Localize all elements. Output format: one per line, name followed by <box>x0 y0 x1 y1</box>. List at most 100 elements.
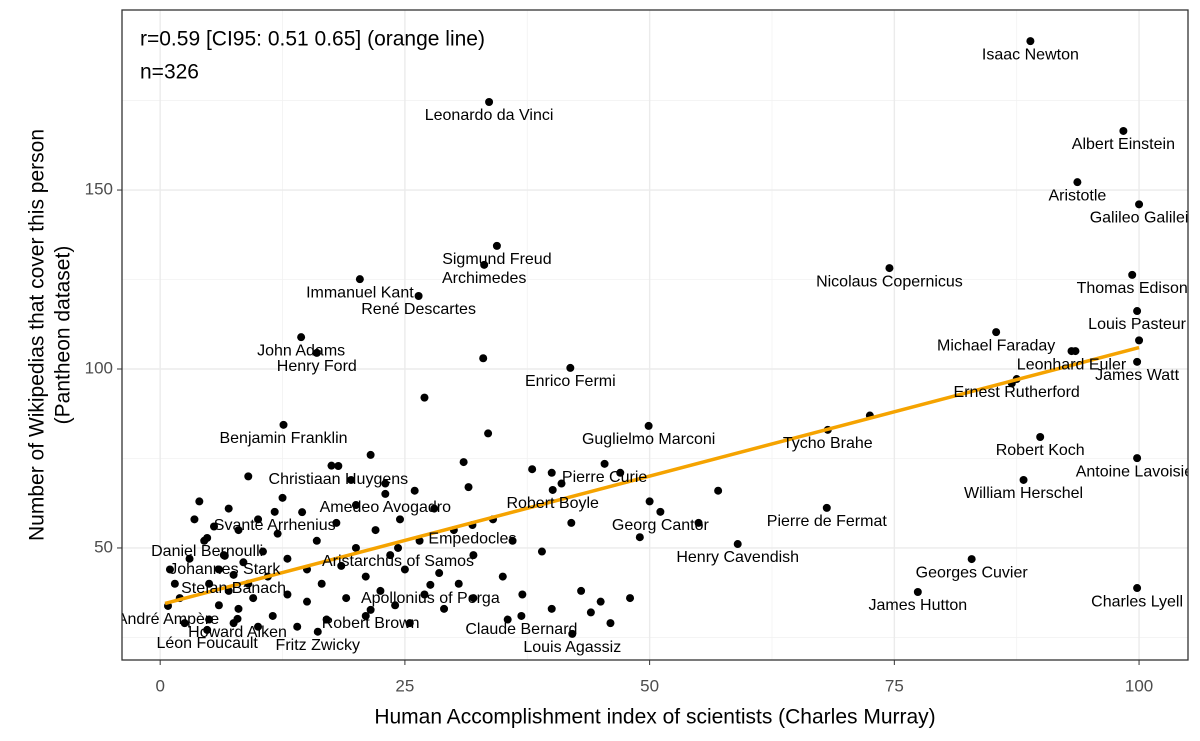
point <box>273 529 282 538</box>
point <box>508 536 517 545</box>
point-label: André Ampère <box>117 611 219 628</box>
point-label: Fritz Zwicky <box>276 637 360 654</box>
point <box>606 619 615 628</box>
point <box>656 507 665 516</box>
point <box>1128 270 1137 279</box>
point <box>244 472 253 481</box>
point-label: Pierre Curie <box>562 469 647 486</box>
point-label: Howard Aiken <box>188 624 287 641</box>
point-label: Stefan Banach <box>181 580 286 597</box>
point <box>234 604 243 613</box>
point-label: Archimedes <box>442 270 526 287</box>
point <box>1135 336 1144 345</box>
point <box>254 515 263 524</box>
point <box>229 570 238 579</box>
point <box>283 554 292 563</box>
point <box>430 504 439 513</box>
point <box>249 594 258 603</box>
point-label: James Hutton <box>868 597 967 614</box>
y-axis-title: (Pantheon dataset) <box>52 246 75 425</box>
point <box>205 615 214 624</box>
point <box>205 579 214 588</box>
point-label: Svante Arrhenius <box>214 517 336 534</box>
point <box>298 508 307 517</box>
point-label: Leonhard Euler <box>1017 356 1127 373</box>
point <box>1036 433 1045 442</box>
point <box>469 594 478 603</box>
point-label: Léon Foucault <box>156 635 258 652</box>
point <box>270 507 279 516</box>
point <box>312 536 321 545</box>
point <box>518 590 527 599</box>
point <box>557 479 566 488</box>
point-label: Aristarchus of Samos <box>322 553 474 570</box>
point <box>283 590 292 599</box>
point-label: John Adams <box>257 342 345 359</box>
point-label: Ernest Rutherford <box>954 384 1080 401</box>
point-label: Henry Cavendish <box>676 549 799 566</box>
point <box>410 486 419 495</box>
point <box>644 421 653 430</box>
point <box>1071 347 1080 356</box>
point-label: Benjamin Franklin <box>219 430 347 447</box>
point <box>426 580 435 589</box>
point <box>503 615 512 624</box>
point <box>322 615 331 624</box>
point <box>210 522 219 531</box>
point-label: Georg Cantor <box>612 517 710 534</box>
point <box>435 569 444 578</box>
annotation: n=326 <box>140 61 199 84</box>
point <box>312 348 321 357</box>
point <box>303 597 312 606</box>
point-label: Henry Ford <box>277 358 357 375</box>
point-label: Pierre de Fermat <box>767 513 888 530</box>
point-label: Leonardo da Vinci <box>425 107 554 124</box>
x-tick-label: 100 <box>1125 676 1153 695</box>
point <box>1133 357 1142 366</box>
point-label: Robert Koch <box>996 442 1085 459</box>
point <box>1019 475 1028 484</box>
point-label: Robert Brown <box>322 615 420 632</box>
point <box>332 518 341 527</box>
point <box>200 536 209 545</box>
point-label: Enrico Fermi <box>525 373 616 390</box>
point <box>279 420 288 429</box>
point <box>547 468 556 477</box>
point <box>568 629 577 638</box>
point <box>464 483 473 492</box>
point-label: James Watt <box>1095 367 1179 384</box>
point-label: Immanuel Kant <box>306 284 414 301</box>
point <box>459 458 468 467</box>
point <box>454 579 463 588</box>
point-label: Johannes Stark <box>169 561 281 578</box>
point <box>190 515 199 524</box>
point-label: Nicolaus Copernicus <box>816 273 963 290</box>
point <box>165 565 174 574</box>
point <box>391 601 400 610</box>
point <box>1119 126 1128 135</box>
point <box>224 504 233 513</box>
point <box>337 561 346 570</box>
point <box>600 459 609 468</box>
point-label: Empedocles <box>428 530 516 547</box>
y-tick-label: 50 <box>94 537 113 556</box>
point <box>203 625 212 634</box>
point <box>361 572 370 581</box>
annotation: r=0.59 [CI95: 0.51 0.65] (orange line) <box>140 28 485 51</box>
point <box>616 468 625 477</box>
point <box>567 518 576 527</box>
point <box>528 465 537 474</box>
point-label: Christiaan Huygens <box>269 471 409 488</box>
point-label: Amedeo Avogadro <box>320 499 451 516</box>
point <box>635 533 644 542</box>
y-tick-label: 150 <box>85 180 113 199</box>
point <box>885 264 894 273</box>
point <box>440 604 449 613</box>
point <box>1133 307 1142 316</box>
point <box>258 547 267 556</box>
point <box>278 493 287 502</box>
point-label: Galileo Galilei <box>1090 210 1189 227</box>
x-tick-label: 50 <box>640 676 659 695</box>
point <box>214 601 223 610</box>
